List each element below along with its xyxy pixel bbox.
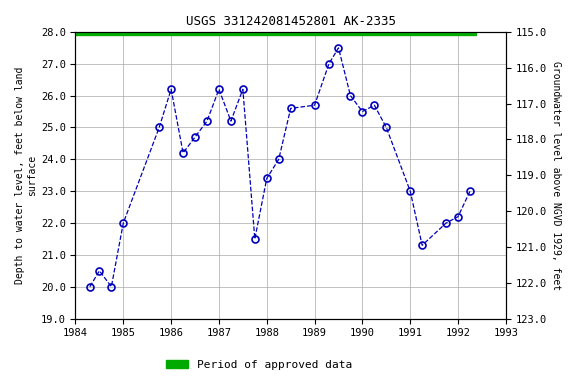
Y-axis label: Depth to water level, feet below land
surface: Depth to water level, feet below land su… [15, 66, 37, 284]
Legend: Period of approved data: Period of approved data [162, 356, 357, 375]
Title: USGS 331242081452801 AK-2335: USGS 331242081452801 AK-2335 [185, 15, 396, 28]
Y-axis label: Groundwater level above NGVD 1929, feet: Groundwater level above NGVD 1929, feet [551, 61, 561, 290]
